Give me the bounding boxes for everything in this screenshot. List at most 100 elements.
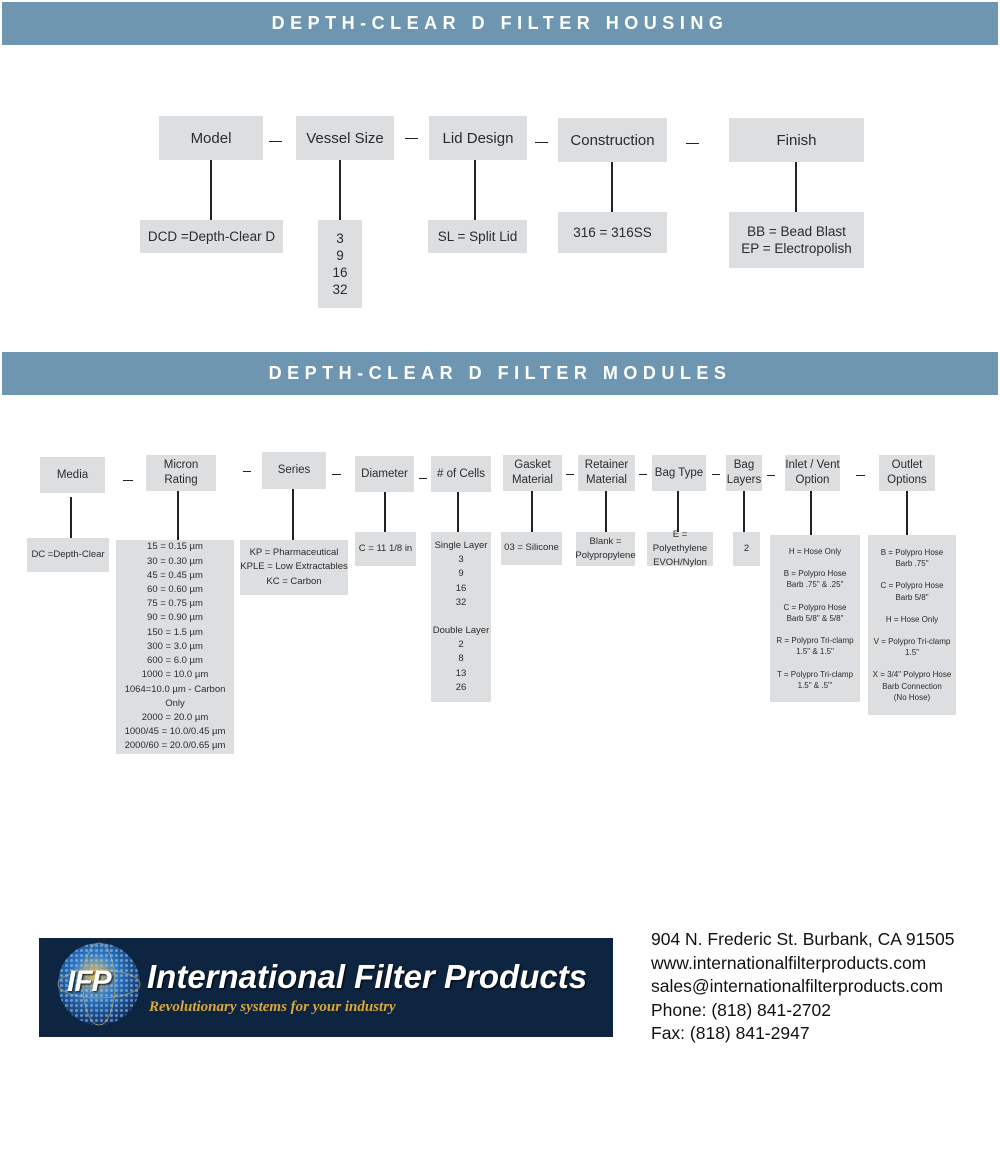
inlet-option: Barb 5/8" & 5/8" xyxy=(786,613,844,623)
vessel-size-option: 3 xyxy=(336,231,344,246)
logo-monogram: IFP xyxy=(67,965,112,998)
inlet-header-line: Inlet / Vent xyxy=(785,459,840,471)
bag-layers-header-line: Layers xyxy=(726,474,762,486)
series-header: Series xyxy=(262,452,326,489)
micron-rating-option: 15 = 0.15 µm xyxy=(147,541,203,553)
modules-banner: DEPTH-CLEAR D FILTER MODULES xyxy=(2,352,998,395)
micron-rating-option: 1064=10.0 µm - Carbon Only xyxy=(124,683,226,709)
connector-line xyxy=(906,491,908,535)
lid-design-header: Lid Design xyxy=(429,116,527,160)
separator-dash xyxy=(419,478,427,479)
separator-dash xyxy=(712,474,720,475)
gasket-header-line: Material xyxy=(512,474,553,486)
connector-line xyxy=(677,491,679,532)
logo-tagline: Revolutionary systems for your industry xyxy=(149,999,396,1015)
inlet-option: T = Polypro Tri-clamp xyxy=(776,669,854,679)
cells-option: 8 xyxy=(458,653,464,665)
micron-rating-values: 15 = 0.15 µm 30 = 0.30 µm 45 = 0.45 µm 6… xyxy=(116,540,234,754)
separator-dash xyxy=(405,138,418,139)
outlet-values: B = Polypro Hose Barb .75" C = Polypro H… xyxy=(868,535,956,715)
micron-rating-option: 1000/45 = 10.0/0.45 µm xyxy=(124,726,226,738)
gasket-header: Gasket Material xyxy=(503,455,562,491)
micron-rating-header: Micron Rating xyxy=(146,455,216,491)
separator-dash xyxy=(566,474,574,475)
bag-layers-header-line: Bag xyxy=(733,459,755,471)
finish-option: BB = Bead Blast xyxy=(747,224,846,239)
inlet-option: B = Polypro Hose xyxy=(783,569,847,579)
connector-line xyxy=(70,497,72,538)
series-option: KP = Pharmaceutical xyxy=(249,547,339,559)
micron-rating-option: 75 = 0.75 µm xyxy=(147,598,203,610)
cells-option: Double Layer xyxy=(432,625,490,636)
gasket-value: 03 = Silicone xyxy=(501,532,562,565)
outlet-option: Barb Connection xyxy=(882,681,942,691)
separator-dash xyxy=(686,143,699,144)
connector-line xyxy=(795,162,797,212)
micron-rating-option: 600 = 6.0 µm xyxy=(147,655,203,667)
vessel-size-header: Vessel Size xyxy=(296,116,394,160)
cells-values: Single Layer 3 9 16 32 Double Layer 2 8 … xyxy=(431,532,491,702)
diameter-header: Diameter xyxy=(355,456,414,492)
micron-rating-option: 150 = 1.5 µm xyxy=(147,626,203,638)
company-logo: IFP International Filter Products Revolu… xyxy=(39,938,613,1037)
bag-type-values: E = Polyethylene EVOH/Nylon xyxy=(647,529,713,568)
micron-rating-option: 45 = 0.45 µm xyxy=(147,569,203,581)
connector-line xyxy=(743,491,745,532)
connector-line xyxy=(474,160,476,220)
retainer-header: Retainer Material xyxy=(578,455,635,491)
cells-option: 16 xyxy=(455,582,467,594)
series-option: KPLE = Low Extractables xyxy=(240,561,348,573)
inlet-values: H = Hose Only B = Polypro Hose Barb .75"… xyxy=(770,535,860,702)
vessel-size-values: 3 9 16 32 xyxy=(318,220,362,308)
gasket-header-line: Gasket xyxy=(514,459,551,471)
outlet-option: V = Polypro Tri-clamp xyxy=(873,637,951,646)
outlet-option: C = Polypro Hose xyxy=(880,581,944,591)
micron-rating-option: 60 = 0.60 µm xyxy=(147,584,203,596)
separator-dash xyxy=(535,142,548,143)
contact-info: 904 N. Frederic St. Burbank, CA 91505 ww… xyxy=(651,928,955,1046)
finish-values: BB = Bead Blast EP = Electropolish xyxy=(729,212,864,268)
micron-rating-option: 2000 = 20.0 µm xyxy=(141,711,209,723)
outlet-option: 1.5" xyxy=(905,648,919,658)
cells-header: # of Cells xyxy=(431,456,491,492)
logo-company-name: International Filter Products xyxy=(147,958,588,995)
cells-option: Single Layer xyxy=(434,539,488,551)
inlet-option: H = Hose Only xyxy=(788,547,842,557)
cells-option: 26 xyxy=(455,681,467,693)
separator-dash xyxy=(856,475,865,476)
contact-website[interactable]: www.internationalfilterproducts.com xyxy=(651,952,927,973)
inlet-option: R = Polypro Tri-clamp xyxy=(776,636,854,646)
model-header: Model xyxy=(159,116,263,160)
micron-rating-option: 1000 = 10.0 µm xyxy=(141,669,209,681)
housing-banner: DEPTH-CLEAR D FILTER HOUSING xyxy=(2,2,998,45)
separator-dash xyxy=(243,471,251,472)
construction-header: Construction xyxy=(558,118,667,162)
vessel-size-option: 32 xyxy=(332,282,348,297)
construction-value: 316 = 316SS xyxy=(558,212,667,253)
bag-layers-header: Bag Layers xyxy=(726,455,762,491)
retainer-option: Polypropylene xyxy=(575,550,636,561)
cells-option: 13 xyxy=(455,667,467,679)
series-option: KC = Carbon xyxy=(266,575,322,587)
outlet-header: Outlet Options xyxy=(879,455,935,491)
media-value: DC =Depth-Clear xyxy=(27,538,109,572)
outlet-option: B = Polypro Hose xyxy=(880,547,944,557)
separator-dash xyxy=(639,474,647,475)
finish-option: EP = Electropolish xyxy=(741,241,852,256)
inlet-option: C = Polypro Hose xyxy=(783,602,847,612)
retainer-values: Blank = Polypropylene xyxy=(575,532,636,566)
bag-type-header: Bag Type xyxy=(652,455,706,491)
contact-email[interactable]: sales@internationalfilterproducts.com xyxy=(651,976,944,997)
connector-line xyxy=(611,162,613,212)
connector-line xyxy=(177,491,179,540)
connector-line xyxy=(210,160,212,220)
inlet-option: 1.5" & 1.5" xyxy=(796,647,834,657)
bag-type-option: E = Polyethylene xyxy=(652,528,708,554)
vessel-size-option: 16 xyxy=(332,265,348,280)
media-header: Media xyxy=(40,457,105,493)
outlet-option: H = Hose Only xyxy=(885,614,939,624)
connector-line xyxy=(810,491,812,535)
connector-line xyxy=(457,492,459,532)
micron-rating-option: 2000/60 = 20.0/0.65 µm xyxy=(124,740,226,752)
globe-icon xyxy=(57,942,141,1026)
